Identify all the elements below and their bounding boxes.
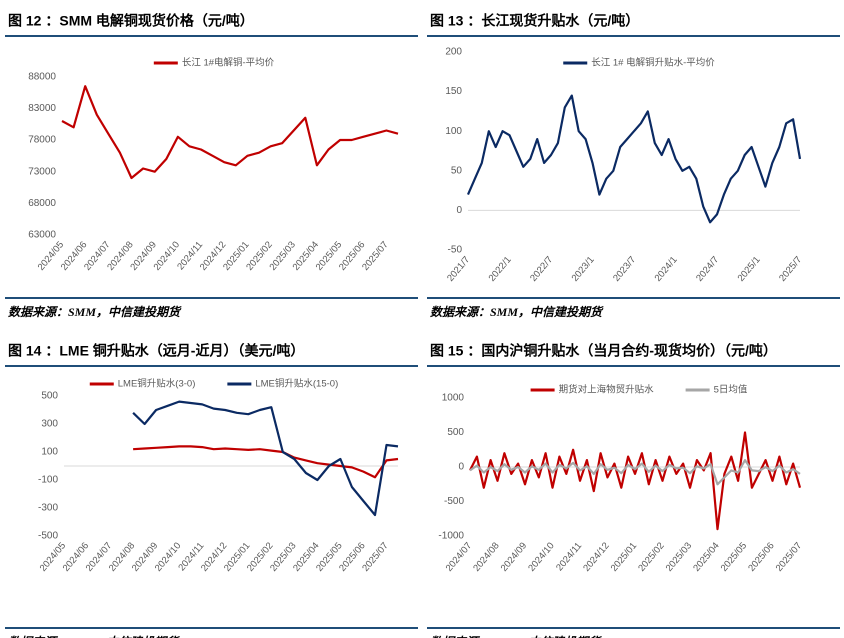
x-tick-label: 2024/7 bbox=[694, 254, 721, 283]
legend-label: 5日均值 bbox=[714, 384, 748, 396]
x-tick-label: 2022/1 bbox=[487, 254, 514, 283]
y-tick-label: 100 bbox=[41, 447, 58, 458]
legend-label: LME铜升贴水(15-0) bbox=[255, 378, 338, 390]
x-tick-label: 2025/03 bbox=[664, 540, 695, 573]
x-tick-label: 2021/7 bbox=[445, 254, 472, 283]
series-line bbox=[469, 459, 801, 486]
x-tick-label: 2025/01 bbox=[609, 540, 640, 573]
x-tick-label: 2022/7 bbox=[528, 254, 555, 283]
y-tick-label: 88000 bbox=[28, 71, 56, 82]
series-line bbox=[133, 445, 399, 479]
panel-title: 图 15 ：国内沪铜升贴水（当月合约-现货均价）（元/吨） bbox=[430, 343, 777, 359]
y-tick-label: -500 bbox=[444, 496, 464, 507]
y-tick-label: 500 bbox=[447, 427, 464, 438]
y-tick-label: 50 bbox=[451, 165, 463, 176]
x-tick-label: 2023/7 bbox=[611, 254, 638, 283]
panel-title: 图 12 ：SMM 电解铜现货价格（元/吨） bbox=[8, 13, 254, 29]
x-tick-label: 2024/08 bbox=[471, 540, 502, 573]
series-line bbox=[61, 85, 399, 180]
y-tick-label: 78000 bbox=[28, 135, 56, 146]
y-tick-label: 200 bbox=[445, 47, 462, 58]
x-tick-label: 2025/07 bbox=[774, 540, 805, 573]
legend-label: LME铜升贴水(3-0) bbox=[118, 378, 196, 390]
x-tick-label: 2024/11 bbox=[554, 540, 584, 573]
y-tick-label: 300 bbox=[41, 419, 58, 430]
panel-title: 图 14 ：LME 铜升贴水（远月-近月）（美元/吨） bbox=[8, 343, 304, 359]
x-tick-label: 2023/1 bbox=[570, 254, 597, 283]
x-tick-label: 2025/7 bbox=[777, 254, 804, 283]
panel-title: 图 13 ：长江现货升贴水（元/吨） bbox=[430, 13, 639, 29]
series-line bbox=[132, 400, 399, 517]
x-tick-label: 2025/06 bbox=[746, 540, 777, 573]
legend-label: 长江 1#电解铜-平均价 bbox=[182, 57, 275, 69]
legend: LME铜升贴水(3-0) LME铜升贴水(15-0) bbox=[89, 378, 338, 390]
legend: 长江 1# 电解铜升贴水-平均价 bbox=[563, 57, 715, 69]
source-note: 数据来源：SMM，中信建投期货 bbox=[8, 305, 182, 319]
x-tick-label: 2025/02 bbox=[636, 540, 667, 573]
y-tick-label: -1000 bbox=[438, 531, 464, 542]
y-tick-label: 1000 bbox=[442, 393, 465, 404]
series-line bbox=[469, 431, 802, 531]
y-tick-label: 0 bbox=[456, 205, 462, 216]
y-tick-label: 83000 bbox=[28, 103, 56, 114]
x-tick-label: 2025/04 bbox=[691, 540, 722, 573]
y-tick-label: 100 bbox=[445, 126, 462, 137]
source-note: 数据来源：Wind，中信建投期货 bbox=[430, 635, 602, 638]
legend-label: 长江 1# 电解铜升贴水-平均价 bbox=[591, 57, 715, 69]
y-tick-label: 68000 bbox=[28, 198, 56, 209]
x-tick-label: 2024/10 bbox=[526, 540, 557, 573]
y-tick-label: 500 bbox=[41, 391, 58, 402]
x-tick-label: 2024/09 bbox=[499, 540, 530, 573]
y-tick-label: -300 bbox=[38, 503, 58, 514]
y-tick-label: 0 bbox=[458, 462, 464, 473]
y-tick-label: 150 bbox=[445, 86, 462, 97]
x-tick-label: 2025/05 bbox=[719, 540, 750, 573]
x-tick-label: 2025/1 bbox=[736, 254, 763, 283]
y-tick-label: 73000 bbox=[28, 166, 56, 177]
legend-label: 期货对上海物贸升贴水 bbox=[559, 384, 655, 396]
y-tick-label: -100 bbox=[38, 475, 58, 486]
x-tick-label: 2024/12 bbox=[581, 540, 612, 573]
y-tick-label: -500 bbox=[38, 531, 58, 542]
legend: 期货对上海物贸升贴水 5日均值 bbox=[530, 384, 748, 396]
source-note: 数据来源：SMM，中信建投期货 bbox=[430, 305, 604, 319]
source-note: 数据来源：Wind，中信建投期货 bbox=[8, 635, 180, 638]
series-line bbox=[466, 94, 802, 224]
y-tick-label: 63000 bbox=[28, 230, 56, 241]
x-tick-label: 2024/07 bbox=[444, 540, 475, 573]
y-tick-label: -50 bbox=[448, 245, 463, 256]
x-tick-label: 2024/1 bbox=[653, 254, 680, 283]
legend: 长江 1#电解铜-平均价 bbox=[153, 57, 275, 69]
